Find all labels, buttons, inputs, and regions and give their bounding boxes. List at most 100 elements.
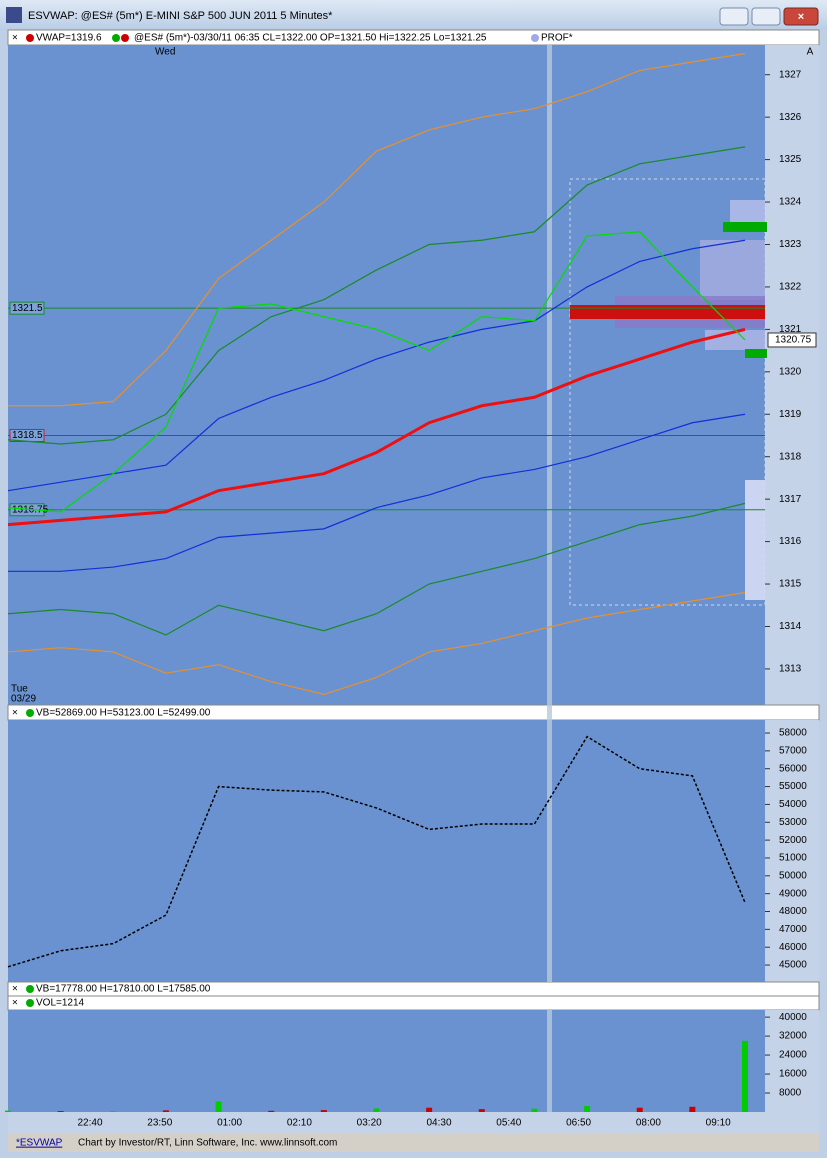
y-tick-label: 1317	[779, 494, 802, 505]
last-price-tag	[767, 332, 817, 348]
volume-bar	[57, 1111, 64, 1112]
y-tick-label: 1315	[779, 579, 802, 590]
pane-close[interactable]: ×	[12, 708, 18, 719]
chart-tab[interactable]: *ESVWAP	[16, 1138, 63, 1149]
minimize-button[interactable]	[719, 7, 749, 26]
volume-bar	[531, 1108, 538, 1112]
pane-close[interactable]: ×	[12, 33, 18, 44]
y-tick-label: 57000	[779, 746, 807, 757]
level-tag	[9, 301, 45, 315]
footer	[8, 1134, 819, 1152]
time-axis	[8, 1112, 819, 1134]
y-tick-label: 45000	[779, 960, 807, 971]
y-tick-label: 1324	[779, 197, 802, 208]
y-tick-label: 47000	[779, 924, 807, 935]
volume-bar	[5, 1110, 11, 1112]
y-tick-label: 8000	[779, 1088, 802, 1099]
y-tick-label: 1320	[779, 366, 802, 377]
y-tick-label: 48000	[779, 906, 807, 917]
start-date: 03/29	[11, 694, 36, 705]
start-day: Tue	[11, 684, 28, 695]
volume-bar	[320, 1110, 327, 1112]
vol-axis	[765, 1010, 819, 1112]
volume-bar	[215, 1101, 222, 1112]
volume-bar	[426, 1107, 433, 1112]
footer-credit: Chart by Investor/RT, Linn Software, Inc…	[78, 1138, 337, 1149]
price-series	[7, 146, 746, 445]
vb-series	[7, 735, 746, 968]
time-label: 03:20	[357, 1118, 382, 1129]
legend-dot	[26, 709, 34, 717]
profile-bar	[700, 240, 765, 300]
y-tick-label: 1322	[779, 282, 802, 293]
price-series	[7, 591, 746, 696]
pane-close[interactable]: ×	[12, 998, 18, 1009]
profile-bar	[745, 480, 765, 600]
legend-price: @ES# (5m*)-03/30/11 06:35 CL=1322.00 OP=…	[134, 33, 487, 44]
volume-bar	[478, 1109, 485, 1112]
close-button[interactable]	[783, 7, 819, 26]
price-axis	[765, 45, 819, 705]
y-tick-label: 1326	[779, 112, 802, 123]
legend-dot	[26, 999, 34, 1007]
y-tick-label: 52000	[779, 835, 807, 846]
value-area-high	[723, 222, 767, 232]
time-label: 01:00	[217, 1118, 242, 1129]
y-tick-label: 54000	[779, 799, 807, 810]
y-tick-label: 1313	[779, 664, 802, 675]
vb-plot	[8, 720, 765, 982]
time-label: 06:50	[566, 1118, 591, 1129]
volume-bar	[742, 1040, 748, 1112]
legend-dot	[112, 34, 120, 42]
profile-box	[569, 178, 766, 606]
volume-bar	[268, 1110, 275, 1112]
maximize-button[interactable]	[751, 7, 781, 26]
y-tick-label: 1319	[779, 409, 802, 420]
legend-vol: VOL=1214	[36, 998, 85, 1009]
session-marker	[547, 1010, 552, 1112]
legend-vb: VB=52869.00 H=53123.00 L=52499.00	[36, 708, 211, 719]
vol-plot	[8, 1010, 765, 1112]
price-series	[8, 52, 746, 407]
legend-profile: PROF*	[541, 33, 573, 44]
y-tick-label: 1325	[779, 154, 802, 165]
y-tick-label: 55000	[779, 781, 807, 792]
level-label: 1318.5	[12, 430, 43, 441]
y-tick-label: 1316	[779, 536, 802, 547]
legend-dot	[26, 34, 34, 42]
vb-axis	[765, 720, 819, 982]
legend-vb2: VB=17778.00 H=17810.00 L=17585.00	[36, 984, 211, 995]
time-label: 22:40	[77, 1118, 102, 1129]
axis-mode[interactable]: A	[807, 47, 814, 58]
price-plot	[8, 45, 765, 705]
pane-close[interactable]: ×	[12, 984, 18, 995]
y-tick-label: 32000	[779, 1031, 807, 1042]
time-label: 09:10	[706, 1118, 731, 1129]
volume-bar	[162, 1110, 169, 1112]
day-label: Wed	[155, 47, 175, 58]
price-series	[7, 239, 746, 492]
volume-bar	[636, 1107, 643, 1112]
y-tick-label: 49000	[779, 888, 807, 899]
level-label: 1321.5	[12, 303, 43, 314]
legend-dot	[531, 34, 539, 42]
legend-dot	[121, 34, 129, 42]
title-bar	[0, 0, 827, 30]
legend-vwap: VWAP=1319.6	[36, 33, 102, 44]
close-glyph: ×	[798, 11, 804, 23]
y-tick-label: 53000	[779, 817, 807, 828]
y-tick-label: 16000	[779, 1069, 807, 1080]
y-tick-label: 51000	[779, 853, 807, 864]
y-tick-label: 50000	[779, 870, 807, 881]
y-tick-label: 1321	[779, 324, 802, 335]
y-tick-label: 46000	[779, 942, 807, 953]
vol-legend-bar	[7, 995, 820, 1011]
y-tick-label: 1318	[779, 451, 802, 462]
y-tick-label: 1323	[779, 239, 802, 250]
app-icon	[6, 7, 22, 23]
value-area-poc	[570, 305, 765, 319]
price-series	[8, 413, 746, 572]
volume-bar	[373, 1108, 380, 1112]
